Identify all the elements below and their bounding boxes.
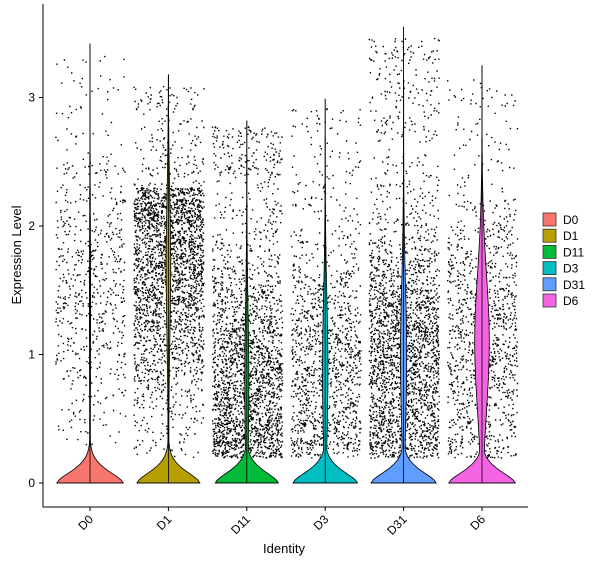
violin-d3: [292, 98, 359, 484]
points-d1: [133, 86, 205, 458]
violin-d11: [214, 120, 280, 484]
x-tick-label-d3: D3: [311, 512, 332, 533]
legend-label-d31: D31: [563, 278, 585, 292]
legend-key-d6: [542, 293, 557, 308]
y-tick-label-1: 1: [28, 348, 35, 362]
legend-label-d0: D0: [563, 213, 579, 227]
y-ticks-layer: 0 1 2 3: [28, 91, 43, 490]
legend-key-d3: [542, 261, 557, 276]
y-tick-label-2: 2: [28, 219, 35, 233]
legend-key-d31: [542, 277, 557, 292]
points-d3: [290, 108, 362, 459]
x-tick-label-d11: D11: [228, 512, 253, 537]
legend-label-d11: D11: [563, 245, 584, 259]
y-tick-label-3: 3: [28, 91, 35, 105]
violin-d31: [370, 26, 437, 484]
legend-key-d0: [542, 212, 557, 227]
legend-key-d1: [542, 228, 557, 243]
violin-d6: [448, 65, 517, 484]
x-ticks-layer: D0 D1 D11 D3 D31 D6: [75, 507, 488, 538]
violins-layer: [56, 26, 517, 484]
jitter-points-layer: [55, 37, 519, 459]
legend-label-d3: D3: [563, 262, 579, 276]
violin-d0: [56, 43, 125, 484]
axes-layer: [42, 4, 528, 508]
x-axis-label: Identity: [263, 541, 305, 556]
x-tick-label-d0: D0: [75, 512, 96, 533]
y-tick-label-0: 0: [28, 476, 35, 490]
legend-key-d11: [542, 244, 557, 259]
legend: D0 D1 D11 D3 D31 D6: [542, 212, 585, 308]
violin-d1: [136, 74, 201, 484]
x-tick-label-d1: D1: [154, 512, 175, 533]
x-tick-label-d31: D31: [384, 512, 410, 538]
legend-label-d6: D6: [563, 294, 579, 308]
legend-label-d1: D1: [563, 229, 579, 243]
y-axis-label: Expression Level: [9, 205, 24, 304]
x-tick-label-d6: D6: [467, 512, 488, 533]
